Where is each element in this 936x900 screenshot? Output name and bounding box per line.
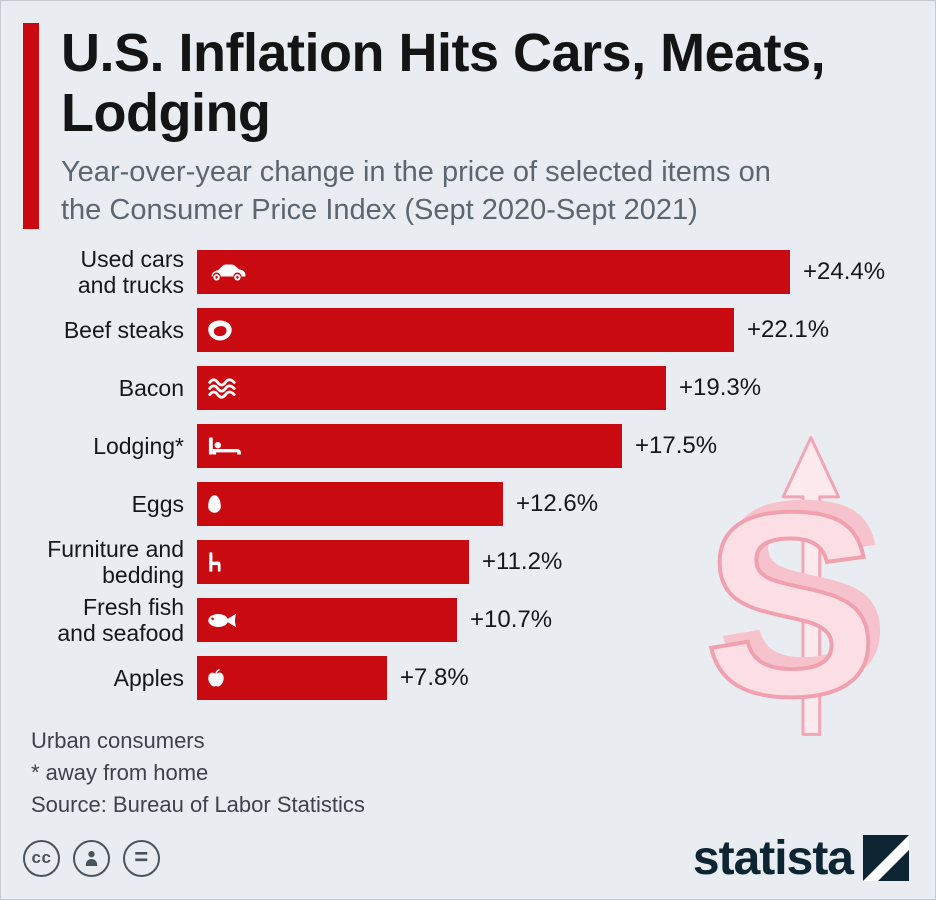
bar-label-col: Lodging* — [1, 433, 197, 459]
bar-value: +11.2% — [482, 548, 563, 576]
bar-value: +22.1% — [747, 316, 830, 344]
bar-label-col: Apples — [1, 665, 197, 691]
bar-row: Beef steaks +22.1% — [1, 301, 935, 359]
dollar-arrow-svg: S S — [702, 436, 890, 753]
fish-icon — [207, 611, 238, 630]
bar-row: Furniture and bedding +11.2% — [1, 533, 935, 591]
bacon-icon — [207, 378, 237, 399]
car-icon — [207, 262, 247, 283]
bar-row: Used cars and trucks +24.4% — [1, 243, 935, 301]
egg-icon — [207, 494, 222, 514]
header: U.S. Inflation Hits Cars, Meats, Lodging… — [1, 1, 935, 230]
bar — [197, 250, 790, 295]
header-text: U.S. Inflation Hits Cars, Meats, Lodging… — [61, 23, 861, 229]
attribution-icon — [73, 839, 110, 877]
bar — [197, 482, 503, 527]
bar — [197, 540, 469, 585]
chair-icon — [207, 551, 224, 573]
bar — [197, 656, 387, 701]
statista-logo-text: statista — [692, 831, 854, 885]
dollar-arrow-graphic: S S — [702, 419, 892, 753]
bar-value: +7.8% — [400, 664, 469, 692]
bar-row: Bacon +19.3% — [1, 359, 935, 417]
bar-label-col: Furniture and bedding — [1, 536, 197, 588]
bar-row: Eggs +12.6% — [1, 475, 935, 533]
bar-value: +12.6% — [516, 490, 599, 518]
bar-label: Eggs — [131, 491, 184, 518]
bar-value: +24.4% — [803, 258, 886, 286]
bar-label-col: Eggs — [1, 491, 197, 517]
chart-title: U.S. Inflation Hits Cars, Meats, Lodging — [61, 23, 826, 144]
bar-label: Furniture and bedding — [47, 536, 184, 589]
cc-icon: cc — [23, 839, 60, 877]
steak-icon — [207, 319, 233, 342]
bar — [197, 366, 666, 411]
footer-bar: cc = statista — [23, 825, 909, 891]
equals-icon: = — [123, 839, 160, 877]
bar-value: +10.7% — [470, 606, 553, 634]
bar-value: +17.5% — [635, 432, 718, 460]
bar-row: Lodging* +17.5% — [1, 417, 935, 475]
person-icon — [85, 850, 98, 866]
bar — [197, 598, 457, 643]
bar-row: Fresh fish and seafood +10.7% — [1, 591, 935, 649]
up-arrow-icon — [781, 436, 841, 736]
equals-icon-label: = — [134, 844, 149, 871]
bar-label: Beef steaks — [63, 317, 184, 344]
bed-icon — [207, 435, 243, 457]
statista-logo-mark — [863, 835, 909, 881]
title-accent-bar — [23, 23, 39, 230]
footnotes: Urban consumers * away from home Source:… — [31, 725, 935, 821]
license-badges: cc = — [23, 839, 160, 877]
bar-label: Used cars and trucks — [77, 246, 184, 299]
cc-icon-label: cc — [31, 848, 52, 867]
bar-label: Apples — [113, 665, 184, 692]
bar-value: +19.3% — [679, 374, 762, 402]
footnote-urban-consumers: Urban consumers — [31, 728, 205, 754]
chart-subtitle: Year-over-year change in the price of se… — [61, 155, 771, 226]
bar — [197, 308, 734, 353]
bar-label-col: Used cars and trucks — [1, 246, 197, 298]
footnote-away-from-home: * away from home — [31, 760, 209, 786]
bar-label: Bacon — [118, 375, 184, 402]
bar-label-col: Beef steaks — [1, 317, 197, 343]
bar-label: Fresh fish and seafood — [57, 594, 184, 647]
dollar-shadow: S — [715, 446, 890, 739]
bar-row: Apples +7.8% — [1, 649, 935, 707]
bar-chart: Used cars and trucks +24.4% Beef steaks +22… — [1, 243, 935, 707]
bar — [197, 424, 622, 469]
dollar-sign-icon: S — [704, 458, 879, 747]
statista-logo: statista — [693, 831, 909, 886]
bar-label-col: Bacon — [1, 375, 197, 401]
source-line: Source: Bureau of Labor Statistics — [31, 792, 365, 818]
bar-label-col: Fresh fish and seafood — [1, 594, 197, 646]
bar-label: Lodging* — [93, 433, 184, 460]
apple-icon — [207, 668, 225, 689]
